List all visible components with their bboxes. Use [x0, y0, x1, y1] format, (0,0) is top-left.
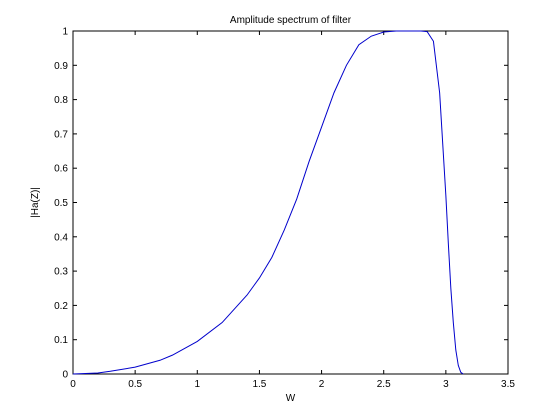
x-tick-label: 1: [195, 379, 201, 390]
x-tick-label: 3.5: [501, 379, 515, 390]
y-tick-label: 1: [62, 27, 68, 38]
y-tick-label: 0: [62, 370, 68, 381]
plot-area: [73, 31, 508, 374]
y-tick-label: 0.8: [54, 95, 68, 106]
y-tick-label: 0.6: [54, 164, 68, 175]
x-axis-label: W: [286, 393, 296, 404]
y-tick-label: 0.1: [54, 335, 68, 346]
x-tick-label: 2: [319, 379, 325, 390]
y-axis-label: |Ha(Z)|: [30, 187, 41, 218]
y-tick-label: 0.3: [54, 267, 68, 278]
y-tick-label: 0.5: [54, 198, 68, 209]
x-tick-label: 0.5: [128, 379, 142, 390]
chart-title: Amplitude spectrum of filter: [230, 15, 352, 26]
y-tick-label: 0.7: [54, 129, 68, 140]
x-tick-label: 3: [443, 379, 449, 390]
x-tick-label: 1.5: [252, 379, 266, 390]
y-tick-label: 0.9: [54, 61, 68, 72]
x-tick-label: 0: [70, 379, 76, 390]
y-tick-label: 0.4: [54, 232, 68, 243]
y-tick-label: 0.2: [54, 301, 68, 312]
x-tick-label: 2.5: [377, 379, 391, 390]
